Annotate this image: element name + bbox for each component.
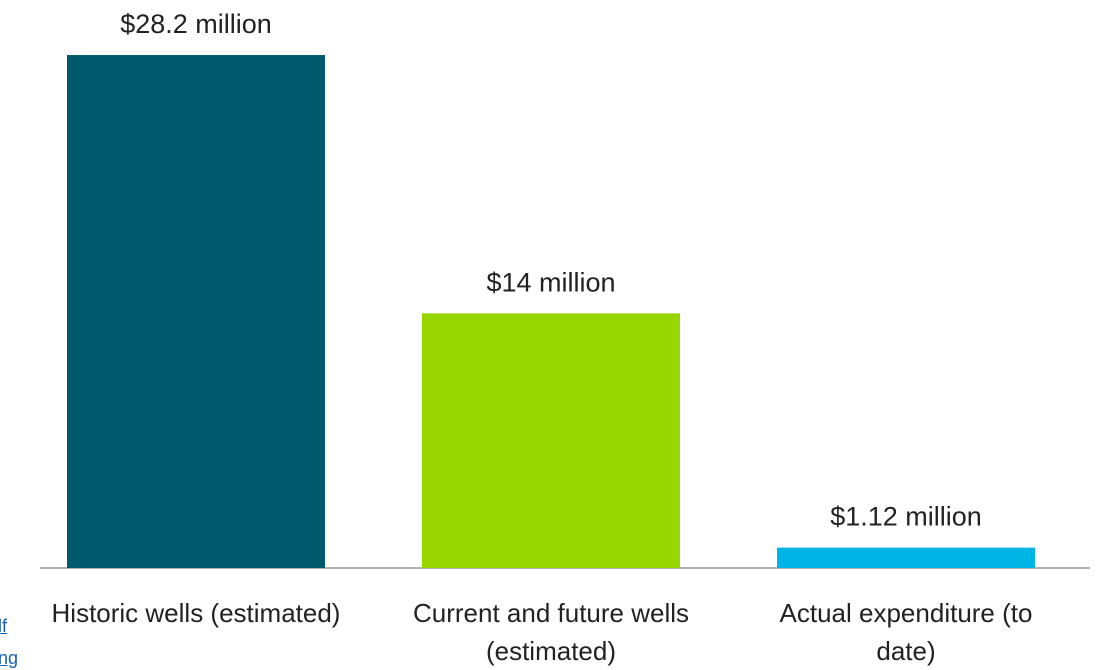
value-label: $14 million [486,267,615,297]
category-label: Actual expenditure (to date) [779,598,1033,666]
bar [777,547,1035,568]
link-fragment[interactable]: lf [0,616,7,636]
value-label: $28.2 million [120,9,272,39]
category-label: Historic wells (estimated) [51,598,341,628]
category-label: Current and future wells (estimated) [412,598,690,666]
bar [422,313,680,568]
bar [67,55,325,569]
value-label: $1.12 million [830,502,982,532]
link-fragment[interactable]: ng [0,648,19,668]
